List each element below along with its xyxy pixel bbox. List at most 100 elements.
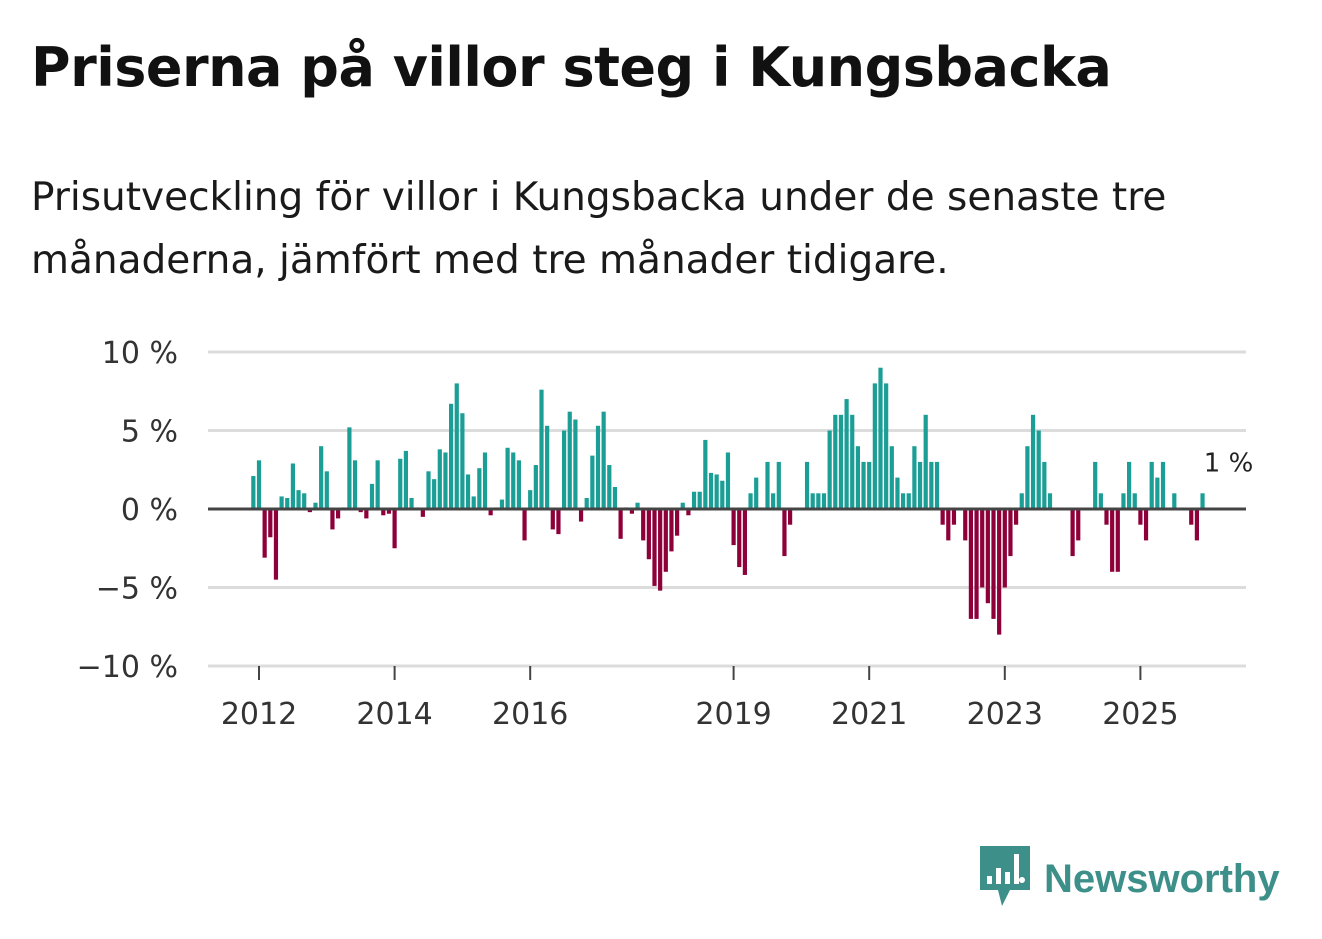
bar xyxy=(375,460,380,509)
bar xyxy=(307,509,312,513)
bar xyxy=(567,411,572,509)
bar xyxy=(742,509,747,575)
bar xyxy=(319,446,324,509)
bar xyxy=(539,389,544,509)
bar xyxy=(1200,493,1205,509)
bar xyxy=(347,427,352,509)
bar xyxy=(782,509,787,557)
bar xyxy=(505,447,510,509)
bar xyxy=(618,509,623,539)
bar xyxy=(330,509,335,530)
bar xyxy=(816,493,821,509)
bar xyxy=(1008,509,1013,557)
bar xyxy=(403,450,408,509)
bar xyxy=(358,509,363,513)
bar xyxy=(827,430,832,509)
bar xyxy=(1025,446,1030,509)
bar xyxy=(686,509,691,516)
x-tick-label: 2016 xyxy=(492,697,568,732)
bar xyxy=(1138,509,1143,525)
bar xyxy=(465,474,471,509)
bar xyxy=(652,509,657,586)
bar xyxy=(1019,493,1024,509)
bar xyxy=(1132,493,1137,509)
bar xyxy=(776,461,781,509)
bar xyxy=(917,461,923,509)
x-tick-label: 2019 xyxy=(695,697,771,732)
bar xyxy=(386,509,392,514)
bar xyxy=(725,452,731,509)
bar xyxy=(680,502,685,509)
bar xyxy=(273,509,279,580)
bar xyxy=(296,490,301,509)
brand[interactable]: Newsworthy xyxy=(980,846,1280,912)
bar xyxy=(279,496,284,509)
bar xyxy=(748,493,753,509)
bar xyxy=(708,472,714,509)
bar xyxy=(1160,461,1166,509)
x-tick-label: 2023 xyxy=(967,697,1043,732)
newsworthy-logo-icon xyxy=(980,846,1030,912)
annotations: 1 % xyxy=(1204,448,1254,478)
bar xyxy=(703,439,708,509)
bar xyxy=(929,461,934,509)
bar xyxy=(562,430,567,509)
bar xyxy=(1115,509,1120,572)
bar xyxy=(985,509,990,604)
bar xyxy=(336,509,341,519)
bar xyxy=(669,509,674,552)
bar xyxy=(364,509,369,519)
bar xyxy=(923,414,928,509)
bar xyxy=(1047,493,1053,509)
bar xyxy=(912,446,917,509)
bar xyxy=(1076,509,1081,541)
bar xyxy=(697,491,702,509)
bar xyxy=(968,509,973,619)
bar xyxy=(432,479,437,509)
bar xyxy=(895,477,900,509)
x-tick-label: 2014 xyxy=(356,697,432,732)
bar xyxy=(381,509,386,516)
bar xyxy=(488,509,493,516)
bar xyxy=(454,383,459,509)
bar xyxy=(737,509,742,568)
bar xyxy=(256,460,262,509)
bar xyxy=(499,499,505,509)
bar xyxy=(906,493,911,509)
bar xyxy=(545,425,550,509)
bar xyxy=(1121,493,1126,509)
bar xyxy=(1104,509,1109,525)
bar-series xyxy=(251,367,1205,635)
bar xyxy=(268,509,273,538)
bar xyxy=(612,487,618,509)
bar xyxy=(850,414,855,509)
bar xyxy=(443,452,448,509)
bar xyxy=(810,493,815,509)
bar xyxy=(838,414,844,509)
bar xyxy=(675,509,680,536)
bar xyxy=(940,509,945,525)
bar xyxy=(934,461,940,509)
bar xyxy=(449,403,454,509)
bar xyxy=(788,509,793,525)
bar xyxy=(511,452,516,509)
bar xyxy=(1127,461,1132,509)
bar xyxy=(437,449,442,509)
bar xyxy=(528,490,533,509)
bar xyxy=(516,460,521,509)
bar xyxy=(369,483,375,509)
bar xyxy=(1036,430,1041,509)
bar xyxy=(867,461,872,509)
bar xyxy=(691,491,697,509)
bar xyxy=(324,471,329,509)
bar xyxy=(980,509,985,588)
bar xyxy=(641,509,646,541)
bar xyxy=(409,498,414,509)
bar xyxy=(658,509,663,591)
bar xyxy=(878,367,883,509)
bar xyxy=(855,446,860,509)
chart-title: Priserna på villor steg i Kungsbacka xyxy=(31,36,1112,99)
bar xyxy=(1042,461,1047,509)
bar xyxy=(1149,461,1154,509)
bar xyxy=(1093,461,1098,509)
